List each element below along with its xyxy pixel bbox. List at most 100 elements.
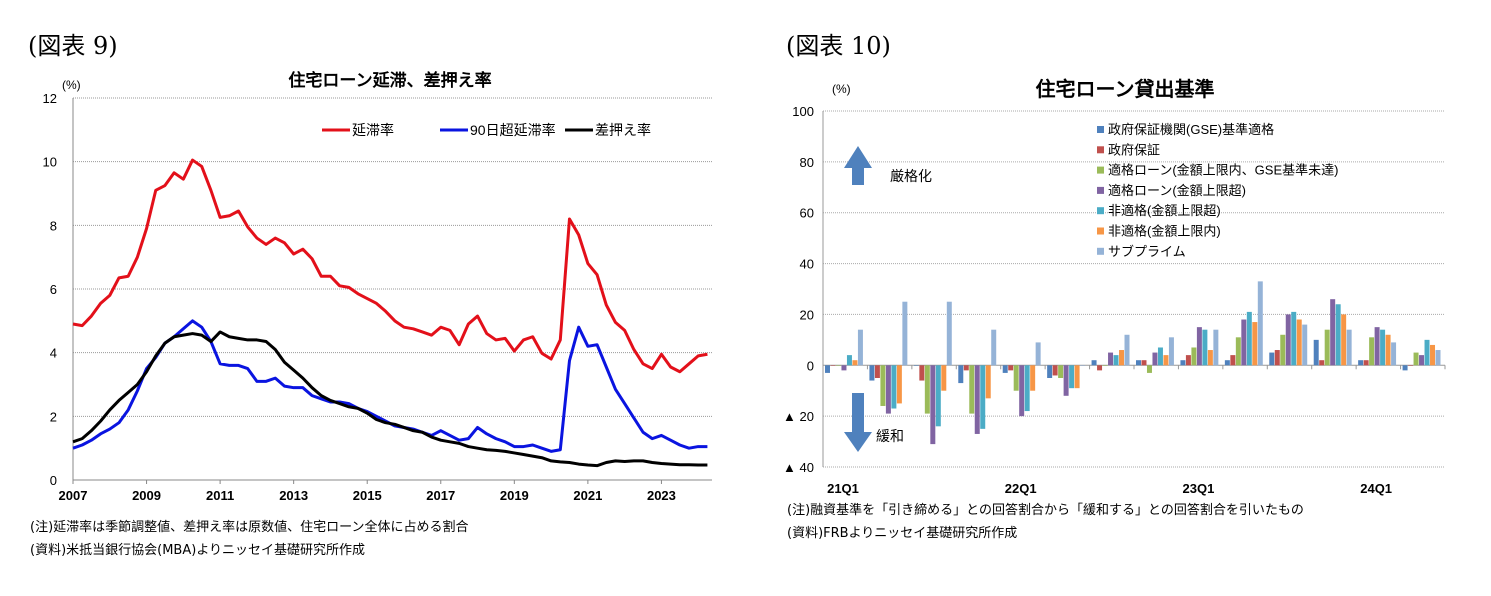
x-tick-label: 21Q1 (827, 481, 859, 496)
series-line-差押え率 (72, 330, 708, 468)
bar-適格ローン(金額上限超) (1374, 327, 1380, 366)
bar-政府保証 (1052, 365, 1058, 376)
legend-label: 適格ローン(金額上限超) (1108, 183, 1246, 198)
bar-適格ローン(金額上限超) (1019, 365, 1025, 417)
x-tick-label: 2009 (132, 488, 161, 503)
legend-swatch (1097, 207, 1104, 215)
bar-サブプライム (1080, 365, 1086, 366)
bar-適格ローン(金額上限超) (1152, 352, 1158, 366)
bar-適格ローン(金額上限超) (841, 365, 847, 371)
bar-適格ローン(金額上限超) (1108, 352, 1114, 366)
bar-非適格(金額上限内) (1074, 365, 1080, 389)
bar-非適格(金額上限超) (1069, 365, 1075, 389)
bar-適格ローン(金額上限内、GSE基準未達) (1235, 337, 1241, 366)
arrow-up-icon (844, 146, 872, 185)
bar-非適格(金額上限内) (1296, 319, 1302, 366)
bar-非適格(金額上限内) (1163, 355, 1169, 366)
source-line: (資料)米抵当銀行協会(MBA)よりニッセイ基礎研究所作成 (30, 543, 366, 558)
y-tick-label: 10 (43, 155, 57, 170)
y-tick-label: 2 (50, 409, 57, 424)
bar-非適格(金額上限超) (846, 355, 852, 366)
bar-非適格(金額上限内) (1119, 350, 1125, 366)
series-line-延滞率 (72, 158, 708, 374)
bar-非適格(金額上限超) (891, 365, 897, 409)
figure-10-label: (図表 10) (786, 32, 891, 60)
bar-適格ローン(金額上限内、GSE基準未達) (1146, 365, 1152, 373)
arrow-down-icon (844, 393, 872, 452)
bar-政府保証 (830, 365, 836, 366)
y-tick-label: 0 (50, 473, 57, 488)
bar-適格ローン(金額上限内、GSE基準未達) (880, 365, 886, 406)
legend-swatch (1097, 227, 1104, 235)
bar-非適格(金額上限超) (1335, 304, 1341, 366)
bar-適格ローン(金額上限内、GSE基準未達) (1280, 334, 1286, 366)
bar-適格ローン(金額上限内、GSE基準未達) (969, 365, 975, 414)
bar-適格ローン(金額上限内、GSE基準未達) (924, 365, 930, 414)
y-tick-label: 12 (43, 91, 57, 106)
bar-サブプライム (1435, 350, 1441, 366)
legend-label: サブプライム (1108, 244, 1186, 259)
y-tick-label: 8 (50, 218, 57, 233)
x-tick-label: 24Q1 (1360, 481, 1392, 496)
annotation-ease: 緩和 (876, 428, 904, 444)
bar-適格ローン(金額上限内、GSE基準未達) (1102, 365, 1108, 366)
x-tick-label: 22Q1 (1005, 481, 1037, 496)
bar-非適格(金額上限内) (1430, 344, 1436, 366)
legend-label: 非適格(金額上限超) (1108, 203, 1221, 218)
bar-適格ローン(金額上限内、GSE基準未達) (1013, 365, 1019, 391)
bar-適格ローン(金額上限内、GSE基準未達) (1413, 352, 1419, 366)
legend-swatch (1097, 166, 1104, 174)
bar-非適格(金額上限内) (1207, 350, 1213, 366)
bar-適格ローン(金額上限超) (1285, 314, 1291, 366)
bar-適格ローン(金額上限超) (974, 365, 980, 434)
bar-サブプライム (1035, 342, 1041, 366)
bar-非適格(金額上限内) (1030, 365, 1036, 391)
x-tick-label: 2007 (59, 488, 88, 503)
legend-swatch (1097, 146, 1104, 154)
bar-政府保証 (1230, 355, 1236, 366)
bar-サブプライム (1302, 324, 1308, 366)
legend-label: 政府保証機関(GSE)基準適格 (1108, 122, 1274, 137)
bar-非適格(金額上限内) (1385, 334, 1391, 366)
bar-サブプライム (991, 329, 997, 366)
bar-適格ローン(金額上限超) (1063, 365, 1069, 396)
bar-適格ローン(金額上限超) (1419, 355, 1425, 366)
bar-サブプライム (1257, 281, 1263, 366)
bar-政府保証機関(GSE)基準適格 (1180, 360, 1186, 366)
legend-label: 差押え率 (595, 122, 651, 138)
legend-label: 延滞率 (352, 122, 394, 138)
chart-title: 住宅ローン延滞、差押え率 (288, 70, 491, 90)
legend-swatch (1097, 247, 1104, 255)
bar-政府保証機関(GSE)基準適格 (1269, 352, 1275, 366)
bar-政府保証 (1185, 355, 1191, 366)
bar-政府保証機関(GSE)基準適格 (913, 365, 919, 366)
bar-非適格(金額上限超) (935, 365, 941, 427)
bar-政府保証 (919, 365, 925, 381)
bar-政府保証機関(GSE)基準適格 (1313, 339, 1319, 366)
bar-非適格(金額上限超) (1246, 311, 1252, 366)
bar-政府保証機関(GSE)基準適格 (958, 365, 964, 384)
bar-非適格(金額上限内) (852, 360, 858, 366)
bar-政府保証機関(GSE)基準適格 (1047, 365, 1053, 378)
y-tick-label: 60 (800, 206, 814, 221)
y-tick-label: 80 (800, 155, 814, 170)
y-tick-label: 0 (807, 358, 814, 373)
figure-9-label: (図表 9) (28, 32, 118, 60)
bar-サブプライム (1213, 329, 1219, 366)
bar-非適格(金額上限超) (980, 365, 986, 429)
bar-政府保証機関(GSE)基準適格 (1224, 360, 1230, 366)
bar-非適格(金額上限超) (1291, 311, 1297, 366)
y-tick-label: ▲ 20 (783, 409, 814, 424)
x-tick-label: 2019 (500, 488, 529, 503)
bar-政府保証 (1008, 365, 1014, 371)
y-axis-unit: (%) (832, 82, 851, 96)
bar-適格ローン(金額上限超) (885, 365, 891, 414)
bar-政府保証機関(GSE)基準適格 (825, 365, 830, 373)
x-tick-label: 2015 (353, 488, 382, 503)
bar-非適格(金額上限内) (1341, 314, 1347, 366)
note-line: (注)融資基準を「引き締める」との回答割合から「緩和する」との回答割合を引いたも… (787, 503, 1304, 518)
bar-政府保証機関(GSE)基準適格 (1402, 365, 1408, 371)
legend-swatch (1097, 186, 1104, 194)
legend-label: 政府保証 (1108, 142, 1160, 157)
